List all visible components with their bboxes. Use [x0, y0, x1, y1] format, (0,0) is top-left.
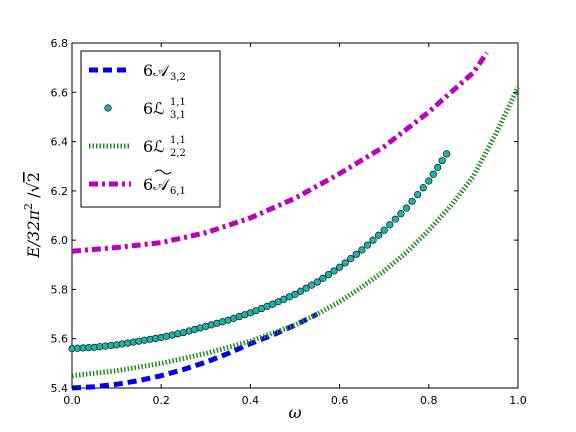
series-1-point — [369, 236, 377, 244]
x-tick-label: 0.4 — [242, 394, 260, 407]
series-1-point — [319, 274, 327, 282]
series-1-point — [380, 226, 388, 234]
series-1-point — [302, 284, 310, 292]
legend-label-sup: 1,1 — [170, 97, 186, 108]
x-tick-label: 0.0 — [63, 394, 81, 407]
series-1-markers — [68, 150, 451, 353]
legend-swatch — [104, 104, 112, 112]
y-label-sup: 2 — [22, 203, 35, 210]
series-1-point — [414, 190, 422, 199]
series-1-point — [291, 290, 299, 298]
y-label-sep: / — [24, 192, 43, 203]
y-label-rad: 2 — [24, 172, 43, 182]
y-tick-label: 5.4 — [51, 382, 69, 395]
y-tick-label: 5.6 — [51, 333, 69, 346]
legend-label-sub: 3,1 — [170, 110, 186, 121]
series-1-point — [336, 263, 344, 271]
series-1-point — [341, 259, 349, 267]
legend-entry-1: 6ℒ 1,1 3,1 — [104, 97, 186, 121]
ticks-layer: 0.0 0.2 0.4 0.6 0.8 1.0 5.4 5.6 5.8 6.0 6.2 6.4 6.6 6… — [51, 37, 527, 407]
series-1-point — [397, 210, 405, 218]
series-1-point — [347, 255, 355, 263]
series-1-point — [363, 241, 372, 249]
legend-label-main: 6ℒ — [143, 137, 165, 156]
legend-label: 6ℒ — [143, 99, 165, 118]
y-tick-label: 6.0 — [51, 234, 69, 247]
y-axis-label: E/32π2 /√2 — [22, 172, 43, 259]
legend-label-sub: 2,2 — [170, 148, 186, 159]
series-1-point — [330, 267, 338, 275]
y-tick-label: 6.8 — [51, 37, 69, 50]
legend-label-sub: 6,1 — [170, 186, 186, 197]
series-1-point — [352, 250, 360, 258]
legend-tilde — [154, 169, 172, 175]
x-tick-label: 1.0 — [509, 394, 527, 407]
y-label-main: E/32π — [24, 209, 43, 258]
x-tick-label: 0.6 — [331, 394, 349, 407]
series-1-point — [308, 281, 316, 289]
y-tick-label: 6.6 — [51, 86, 69, 99]
series-3-line — [71, 51, 489, 254]
legend-label: 6𝒜 — [143, 61, 170, 80]
series-1-point — [408, 197, 416, 205]
legend-label-sub: 3,2 — [170, 72, 186, 83]
x-tick-label: 0.2 — [152, 394, 170, 407]
legend-box — [80, 50, 221, 208]
series-0-line — [71, 311, 319, 391]
series-1-point — [443, 150, 451, 158]
legend-label-main: 6ℒ — [143, 99, 165, 118]
series-2-line — [71, 86, 521, 379]
series-1-point — [324, 271, 333, 279]
legend-entry-2: 6ℒ 1,1 2,2 — [89, 135, 186, 159]
y-tick-label: 5.8 — [51, 283, 69, 296]
legend: 6𝒜 3,26ℒ 1,13,16ℒ 1,12,26𝒜 6,1 — [80, 50, 221, 208]
series-1-point — [358, 246, 366, 254]
series-1-point — [434, 163, 442, 172]
x-axis-label: ω — [288, 403, 301, 422]
y-label-root: √ — [24, 181, 43, 192]
series-1-point — [386, 221, 394, 229]
legend-label-sup: 1,1 — [170, 135, 186, 146]
y-tick-label: 6.2 — [51, 185, 69, 198]
y-axis-label-text: E/32π2 /√2 — [22, 172, 43, 259]
series-1-point — [438, 157, 446, 165]
series-1-point — [425, 177, 433, 185]
x-tick-label: 0.8 — [420, 394, 438, 407]
series-1-point — [313, 278, 321, 286]
legend-entry-3: 6𝒜 6,1 — [89, 169, 186, 197]
legend-label: 6𝒜 — [143, 175, 170, 194]
legend-label-main: 6𝒜 — [143, 175, 170, 194]
series-1-point — [429, 170, 437, 178]
legend-label-main: 6𝒜 — [143, 61, 170, 80]
legend-entry-0: 6𝒜 3,2 — [89, 61, 186, 83]
series-layer — [68, 51, 521, 391]
series-1-point — [391, 215, 399, 223]
series-1-point — [402, 204, 411, 212]
series-1-point — [419, 184, 427, 192]
legend-entries: 6𝒜 3,26ℒ 1,13,16ℒ 1,12,26𝒜 6,1 — [89, 61, 186, 197]
series-1-point — [296, 287, 305, 295]
legend-label: 6ℒ — [143, 137, 165, 156]
series-1-point — [375, 231, 383, 239]
y-tick-label: 6.4 — [51, 136, 69, 149]
